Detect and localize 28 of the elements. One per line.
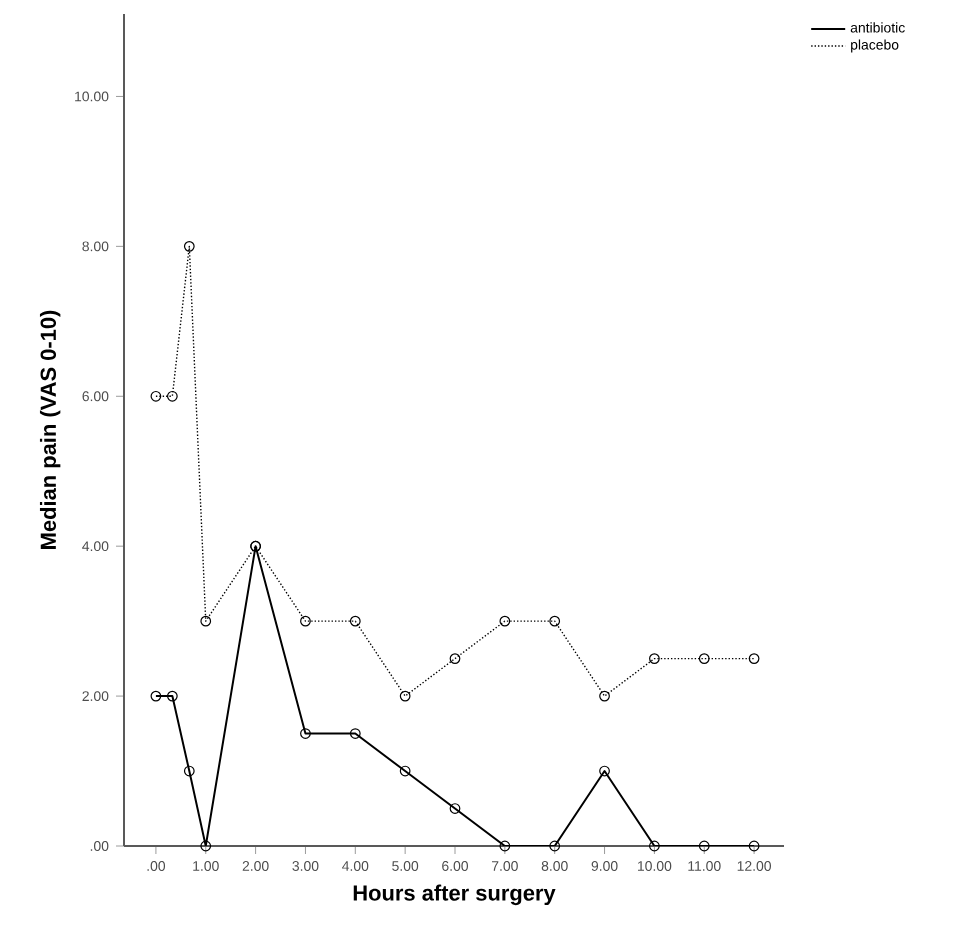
point [166,390,178,402]
point [166,690,178,702]
point [349,615,361,627]
point [499,615,511,627]
point [399,765,411,777]
point [748,653,760,664]
point [399,690,411,702]
point [499,840,511,852]
point [649,653,660,664]
point [549,840,561,852]
point [183,765,195,777]
point [698,653,710,664]
point [599,765,610,777]
point [449,803,461,814]
point [200,840,212,852]
point [349,728,361,739]
point [200,615,212,627]
point [649,840,660,852]
point [300,615,311,627]
point [300,728,311,739]
point [449,653,461,664]
point [150,390,162,402]
point [183,240,195,252]
point [599,690,610,702]
x-axis-title: Hours after surgery [353,884,556,906]
point [549,615,561,627]
point [698,840,710,852]
y-axis-title: Median pain (VAS 0-10) [39,310,61,549]
